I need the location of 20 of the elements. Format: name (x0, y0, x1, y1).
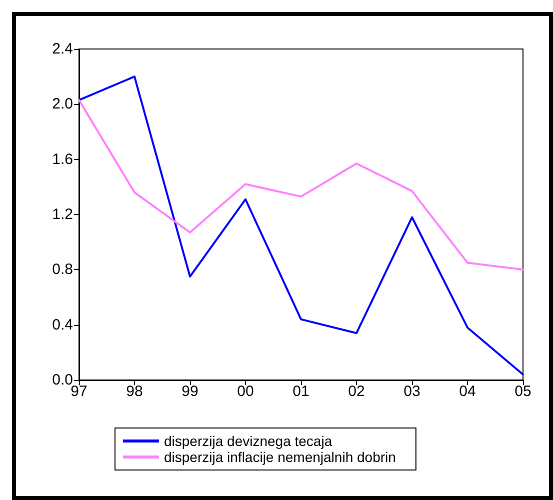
x-tick-label: 02 (348, 383, 365, 400)
x-tick-label: 03 (404, 383, 420, 400)
y-tick-label: 0.4 (52, 316, 73, 334)
y-tick-label: 2.0 (52, 96, 73, 113)
y-tick-label: 0.8 (52, 261, 73, 278)
x-tick-label: 97 (70, 383, 88, 400)
y-tick-label: 2.4 (52, 40, 73, 58)
line-series (78, 99, 524, 271)
x-tick-label: 98 (126, 383, 143, 400)
x-tick-label: 00 (237, 383, 254, 400)
y-tick-label: 1.6 (52, 150, 73, 168)
y-tick-label: 0.0 (52, 372, 73, 388)
legend-label: disperzija inflacije nemenjalnih dobrin (164, 449, 396, 465)
y-tick-label: 1.2 (52, 206, 73, 223)
x-tick-label: 04 (459, 383, 476, 400)
x-tick-label: 05 (514, 383, 532, 400)
line-series (78, 76, 524, 376)
x-tick-label: 01 (292, 383, 310, 400)
legend-label: disperzija deviznega tecaja (164, 433, 332, 449)
x-tick-label: 99 (182, 383, 198, 400)
